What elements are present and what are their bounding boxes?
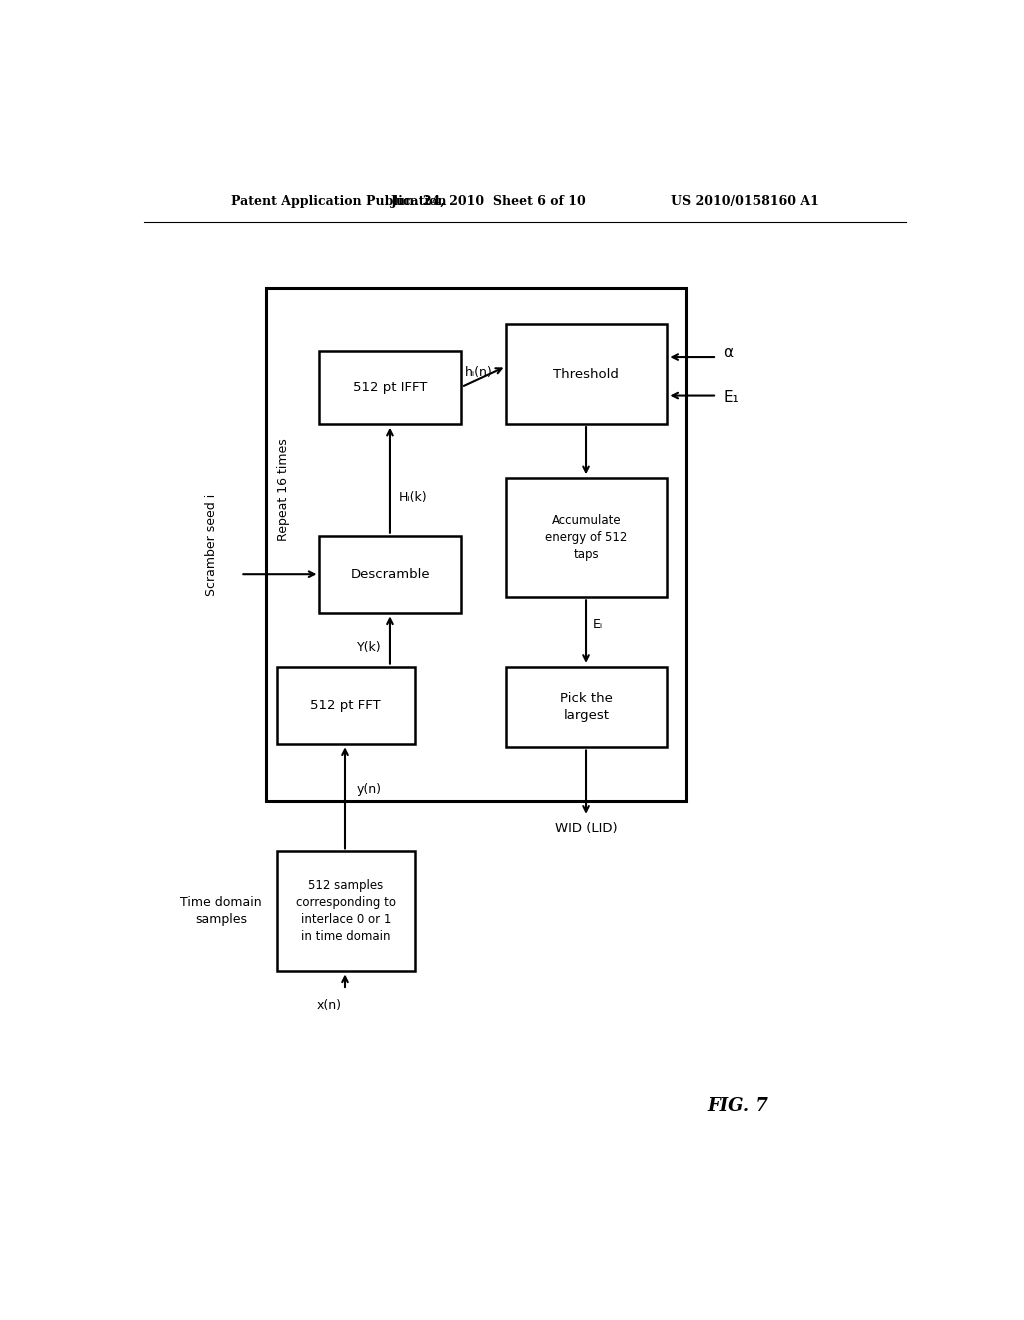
Text: Descramble: Descramble bbox=[350, 568, 430, 581]
Text: Eᵢ: Eᵢ bbox=[593, 618, 603, 631]
Text: Patent Application Publication: Patent Application Publication bbox=[231, 194, 446, 207]
FancyBboxPatch shape bbox=[506, 667, 667, 747]
Text: FIG. 7: FIG. 7 bbox=[708, 1097, 768, 1114]
Text: 512 samples
corresponding to
interlace 0 or 1
in time domain: 512 samples corresponding to interlace 0… bbox=[296, 879, 395, 942]
FancyBboxPatch shape bbox=[506, 323, 667, 424]
Text: hᵢ(n): hᵢ(n) bbox=[465, 366, 493, 379]
Text: Jun. 24, 2010  Sheet 6 of 10: Jun. 24, 2010 Sheet 6 of 10 bbox=[391, 194, 587, 207]
FancyBboxPatch shape bbox=[276, 667, 415, 743]
FancyBboxPatch shape bbox=[276, 851, 415, 970]
Text: x(n): x(n) bbox=[317, 999, 342, 1012]
Text: Y(k): Y(k) bbox=[356, 640, 381, 653]
Text: E₁: E₁ bbox=[723, 389, 739, 405]
Text: Repeat 16 times: Repeat 16 times bbox=[276, 438, 290, 541]
Text: Accumulate
energy of 512
taps: Accumulate energy of 512 taps bbox=[545, 513, 628, 561]
Text: 512 pt FFT: 512 pt FFT bbox=[310, 698, 381, 711]
Text: Hᵢ(k): Hᵢ(k) bbox=[399, 491, 428, 504]
FancyBboxPatch shape bbox=[319, 536, 461, 612]
Text: α: α bbox=[723, 345, 733, 360]
Text: Time domain
samples: Time domain samples bbox=[180, 896, 262, 927]
Text: Pick the
largest: Pick the largest bbox=[560, 692, 612, 722]
Text: WID (LID): WID (LID) bbox=[555, 822, 617, 834]
Text: US 2010/0158160 A1: US 2010/0158160 A1 bbox=[671, 194, 818, 207]
Text: Scramber seed i: Scramber seed i bbox=[205, 494, 218, 597]
FancyBboxPatch shape bbox=[506, 478, 667, 598]
Text: 512 pt IFFT: 512 pt IFFT bbox=[353, 381, 428, 393]
FancyBboxPatch shape bbox=[319, 351, 461, 424]
FancyBboxPatch shape bbox=[266, 288, 686, 801]
Text: y(n): y(n) bbox=[356, 783, 382, 796]
Text: Threshold: Threshold bbox=[554, 367, 620, 380]
